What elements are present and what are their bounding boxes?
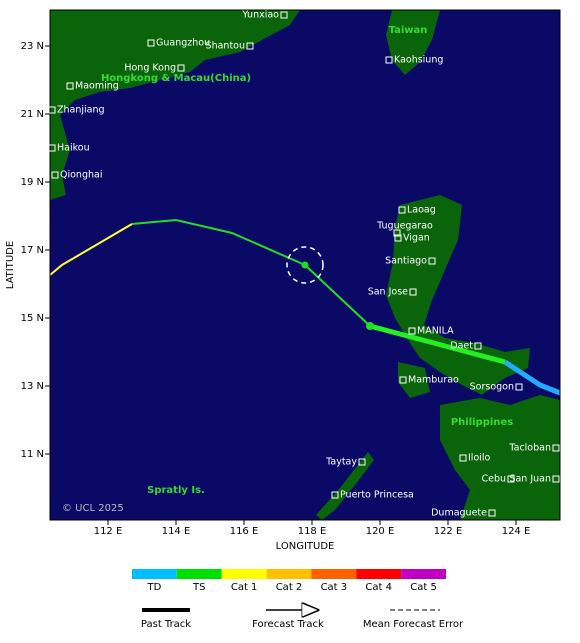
city-label: Mamburao [408,375,459,386]
y-tick-label: 15 N [21,313,44,324]
copyright: © UCL 2025 [62,503,124,514]
region-label: Spratly Is. [147,485,205,496]
city-marker [51,171,59,179]
track-legend-label: Mean Forecast Error [363,619,464,630]
y-tick-label: 21 N [21,109,44,120]
city-marker [459,454,467,462]
y-tick-label: 23 N [21,41,44,52]
city-marker [488,509,496,517]
legend-label: TD [147,582,162,593]
city-label: Zhanjiang [57,105,105,116]
city-label: Daet [450,341,473,352]
land [50,10,560,520]
legend-label: TS [192,582,205,593]
x-tick-label: 122 E [434,526,463,537]
city-label: Sorsogon [470,382,514,393]
legend-label: Cat 1 [231,582,258,593]
x-tick-label: 124 E [502,526,531,537]
city-label: Vigan [403,233,430,244]
city-label: San Juan [509,474,551,485]
city-marker [408,327,416,335]
legend-label: Cat 4 [365,582,392,593]
legend-swatch [132,569,177,579]
x-axis-label: LONGITUDE [276,541,335,552]
city-label: Guangzhou [156,38,210,49]
city-marker [507,475,515,483]
x-tick-label: 112 E [94,526,123,537]
legend-label: Cat 3 [321,582,348,593]
city-marker [552,475,560,483]
city-label: Yunxiao [241,10,279,21]
x-tick-label: 116 E [230,526,259,537]
city-marker [177,64,185,72]
city-label: Iloilo [468,453,491,464]
city-label: Shantou [206,41,245,52]
city-marker [385,56,393,64]
city-label: Taytay [325,457,357,468]
legend-label: Cat 5 [410,582,437,593]
city-label: Kaohsiung [394,55,443,66]
legend-swatch [401,569,446,579]
y-axis-label: LATITUDE [5,241,16,289]
city-label: Qionghai [60,170,102,181]
city-label: San Jose [368,287,408,298]
region-label: Philippines [451,417,513,428]
city-label: Tuguegarao [376,221,433,232]
city-marker [394,234,402,242]
city-label: Dumaguete [431,508,487,519]
city-label: Puerto Princesa [340,490,414,501]
y-tick-label: 13 N [21,381,44,392]
x-tick-label: 120 E [366,526,395,537]
city-marker [428,257,436,265]
legend-swatch [266,569,312,579]
region-label: Taiwan [389,25,428,36]
y-tick-label: 19 N [21,177,44,188]
y-tick-label: 11 N [21,449,44,460]
city-marker [358,458,366,466]
city-label: Laoag [407,205,436,216]
city-marker [393,229,401,237]
city-marker [48,106,56,114]
city-label: Hong Kong [124,63,176,74]
city-marker [474,342,482,350]
city-marker [398,206,406,214]
frame [49,9,561,521]
legend-swatch [356,569,402,579]
city-marker [48,144,56,152]
city-marker [246,42,254,50]
city-label: Haikou [57,143,90,154]
track-legend-label: Past Track [141,619,191,630]
city-marker [147,39,155,47]
city-marker [399,376,407,384]
x-tick-label: 114 E [162,526,191,537]
city-marker [409,288,417,296]
city-label: Maoming [75,81,119,92]
legend-swatch [311,569,357,579]
city-marker [280,11,288,19]
city-marker [331,491,339,499]
city-marker [66,82,74,90]
city-label: MANILA [417,326,454,337]
legend-label: Cat 2 [276,582,303,593]
city-marker [552,444,560,452]
track-legend-label: Forecast Track [252,619,324,630]
y-tick-label: 17 N [21,245,44,256]
legend-swatch [221,569,267,579]
storm-track [50,218,560,396]
x-tick-label: 118 E [298,526,327,537]
city-label: Tacloban [508,443,551,454]
city-label: Cebu [481,474,506,485]
city-marker [515,383,523,391]
legend-swatch [176,569,222,579]
city-label: Santiago [385,256,427,267]
region-label: Hongkong & Macau(China) [101,73,251,84]
